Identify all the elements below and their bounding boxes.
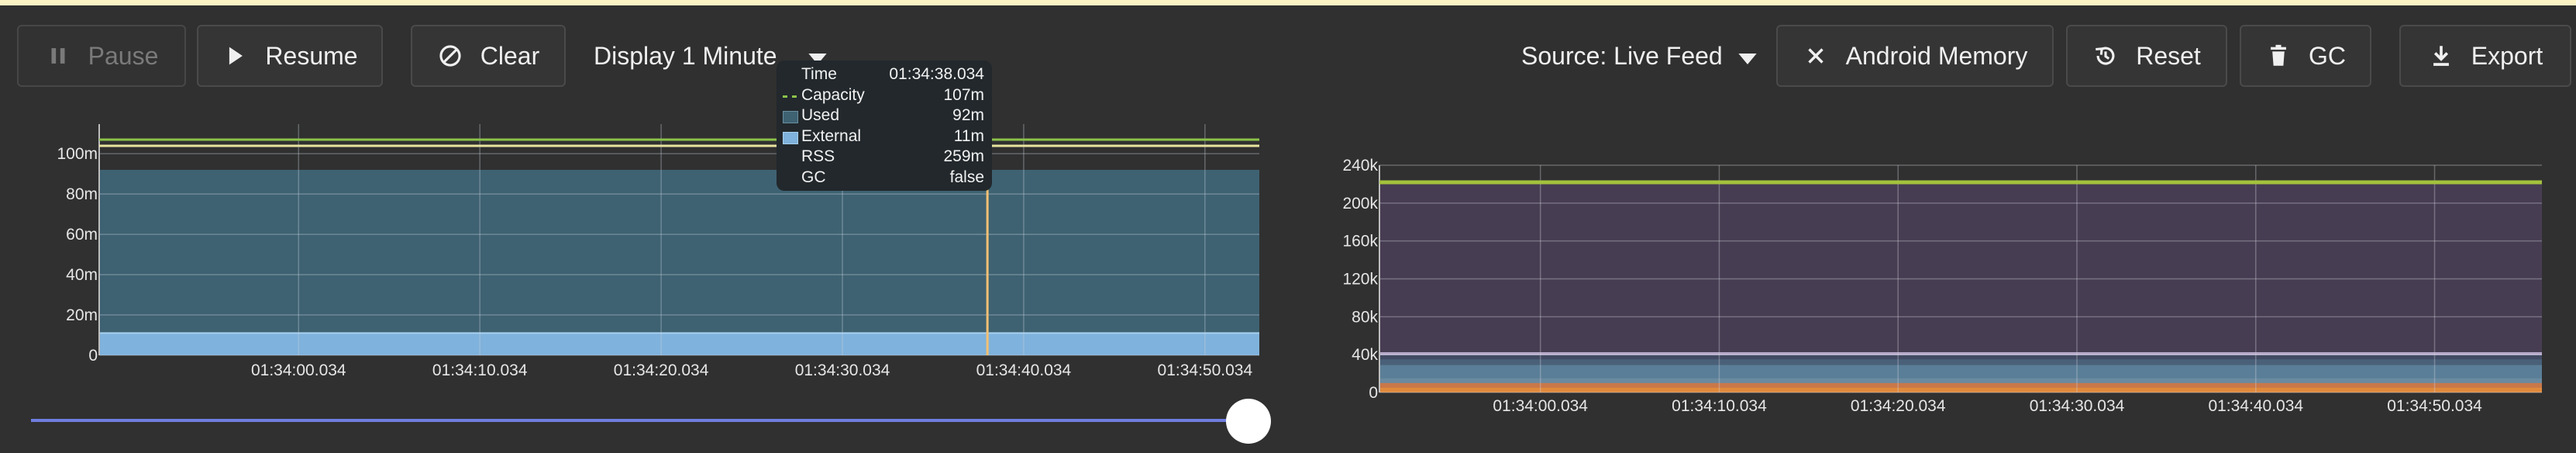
y-tick-label: 120k: [1342, 271, 1378, 289]
caret-down-icon: [1738, 42, 1757, 71]
trash-icon: [2265, 43, 2292, 69]
x-tick-label: 01:34:00.034: [1493, 397, 1588, 411]
tooltip-row: External 11m: [777, 127, 992, 147]
time-range-slider-track[interactable]: [31, 419, 1248, 422]
x-tick-label: 01:34:00.034: [251, 361, 346, 379]
clear-label: Clear: [480, 41, 540, 70]
y-tick-label: 240k: [1342, 157, 1378, 175]
y-tick-label: 40k: [1352, 346, 1378, 364]
tooltip-value: 107m: [943, 85, 984, 104]
close-icon: [1803, 43, 1829, 69]
x-tick-label: 01:34:50.034: [2387, 397, 2482, 411]
tooltip-value: 259m: [943, 147, 984, 165]
clear-button[interactable]: Clear: [411, 25, 566, 87]
memory-chart: 0 20m 40m 60m 80m 100m 01:34:00.034 01:34:10.03…: [57, 124, 1259, 379]
tooltip-value: false: [949, 168, 984, 186]
x-tick-label: 01:34:20.034: [1851, 397, 1946, 411]
tooltip-value: 92m: [952, 106, 984, 124]
y-tick-label: 160k: [1342, 233, 1378, 251]
x-tick-label: 01:34:40.034: [2208, 397, 2303, 411]
tooltip-row: Time 01:34:38.034: [777, 65, 992, 85]
time-range-slider-thumb[interactable]: [1226, 399, 1271, 444]
tooltip-value: 11m: [953, 126, 984, 145]
tooltip-row: GC false: [777, 168, 992, 188]
tooltip-label: Used: [801, 106, 840, 124]
external-area: [99, 333, 1259, 355]
reset-button[interactable]: Reset: [2066, 25, 2227, 87]
tooltip-value: 01:34:38.034: [889, 65, 984, 83]
x-tick-label: 01:34:20.034: [614, 361, 709, 379]
source-label: Source: Live Feed: [1521, 41, 1723, 70]
x-tick-label: 01:34:10.034: [1672, 397, 1767, 411]
y-tick-label: 80m: [66, 185, 98, 203]
source-dropdown[interactable]: Source: Live Feed: [1521, 25, 1757, 87]
x-tick-label: 01:34:40.034: [976, 361, 1072, 379]
resume-button[interactable]: Resume: [197, 25, 383, 87]
x-tick-label: 01:34:50.034: [1158, 361, 1253, 379]
pause-icon: [45, 43, 71, 69]
y-tick-label: 40m: [66, 266, 98, 284]
pause-button[interactable]: Pause: [17, 25, 186, 87]
used-area: [99, 169, 1259, 355]
top-accent-line: [0, 0, 2576, 5]
gc-label: GC: [2309, 41, 2346, 70]
tooltip-label: GC: [801, 168, 826, 186]
gc-button[interactable]: GC: [2240, 25, 2371, 87]
display-range-label: Display 1 Minute: [594, 41, 777, 70]
chart-tooltip: Time 01:34:38.034 Capacity 107m Used 92m Exter…: [777, 61, 992, 191]
rss-chart: 0 40k 80k 120k 160k 200k 240k 01:34:00.034 01:34…: [1342, 157, 2542, 411]
x-tick-label: 01:34:30.034: [2030, 397, 2125, 411]
history-icon: [2092, 43, 2119, 69]
tooltip-row: Used 92m: [777, 106, 992, 126]
tooltip-row: RSS 259m: [777, 147, 992, 168]
tooltip-label: RSS: [801, 147, 835, 165]
play-icon: [222, 43, 248, 69]
series-band: [1379, 387, 2542, 392]
export-label: Export: [2471, 41, 2543, 70]
tooltip-label: Time: [801, 65, 837, 83]
block-icon: [437, 43, 463, 69]
y-tick-label: 60m: [66, 226, 98, 244]
legend-swatch: [783, 95, 797, 98]
y-tick-label: 200k: [1342, 195, 1378, 213]
resume-label: Resume: [265, 41, 358, 70]
x-tick-label: 01:34:10.034: [432, 361, 528, 379]
export-button[interactable]: Export: [2399, 25, 2571, 87]
legend-swatch: [783, 131, 798, 144]
y-tick-label: 80k: [1352, 308, 1378, 326]
y-tick-label: 20m: [66, 306, 98, 324]
y-tick-label: 100m: [57, 145, 98, 163]
x-tick-label: 01:34:30.034: [795, 361, 890, 379]
caret-down-icon: [808, 42, 827, 71]
tooltip-label: Capacity: [801, 85, 865, 104]
y-tick-label: 0: [88, 347, 98, 365]
tooltip-row: Capacity 107m: [777, 86, 992, 106]
tooltip-label: External: [801, 126, 862, 145]
android-memory-button[interactable]: Android Memory: [1776, 25, 2054, 87]
download-icon: [2428, 43, 2454, 69]
pause-label: Pause: [88, 41, 159, 70]
display-range-dropdown[interactable]: Display 1 Minute: [594, 25, 827, 87]
android-memory-label: Android Memory: [1845, 41, 2028, 70]
legend-swatch: [783, 111, 798, 123]
reset-label: Reset: [2136, 41, 2201, 70]
y-tick-label: 0: [1369, 384, 1378, 402]
